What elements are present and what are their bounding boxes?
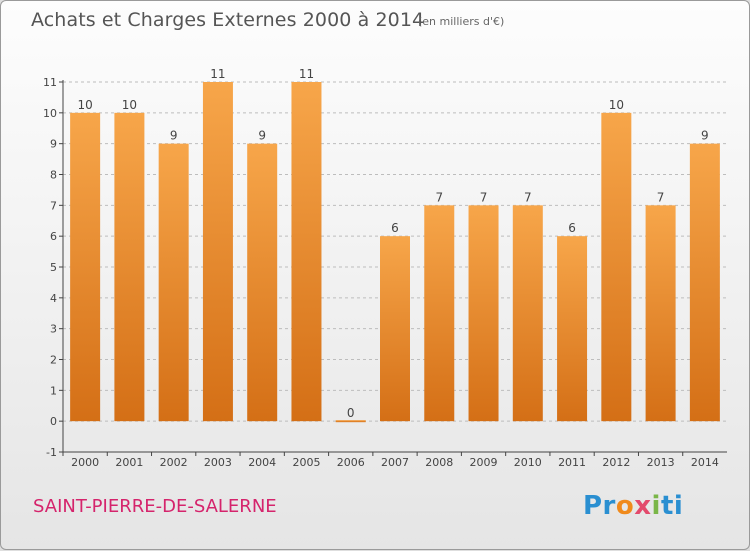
x-tick-label: 2000 [71, 456, 99, 469]
data-label: 10 [122, 98, 137, 112]
x-tick-label: 2003 [204, 456, 232, 469]
data-label: 11 [299, 67, 314, 81]
data-label: 7 [480, 190, 488, 204]
x-tick-label: 2007 [381, 456, 409, 469]
data-label: 7 [657, 190, 665, 204]
data-label: 11 [210, 67, 225, 81]
chart-title: Achats et Charges Externes 2000 à 2014 [31, 9, 425, 31]
x-tick-label: 2006 [337, 456, 365, 469]
x-tick-label: 2004 [248, 456, 276, 469]
data-label: 6 [391, 221, 399, 235]
x-tick-label: 2010 [514, 456, 542, 469]
brand-part: i [651, 491, 661, 521]
chart-subtitle: (en milliers d'€) [418, 15, 505, 28]
bar [291, 82, 322, 422]
y-tick-label: 9 [50, 138, 57, 151]
y-tick-label: 8 [50, 169, 57, 182]
bar [202, 82, 233, 422]
x-tick-label: 2005 [292, 456, 320, 469]
x-tick-label: 2002 [160, 456, 188, 469]
y-tick-label: 6 [50, 230, 57, 243]
bar [335, 420, 366, 423]
axes [59, 80, 727, 456]
bars [70, 82, 720, 423]
x-tick-label: 2009 [470, 456, 498, 469]
bar [70, 112, 101, 422]
x-tick-label: 2011 [558, 456, 586, 469]
y-tick-label: 1 [50, 384, 57, 397]
data-label: 9 [258, 129, 266, 143]
data-label: 10 [77, 98, 92, 112]
bar [601, 112, 632, 422]
labels: -1 0 1 2 3 4 5 6 7 8 9 10 11 10 2000 10 2001 9 2002 11 2003 9… [43, 67, 719, 469]
x-tick-label: 2001 [115, 456, 143, 469]
bar [247, 143, 278, 422]
bar [512, 205, 543, 422]
brand-part: x [634, 491, 652, 521]
data-label: 6 [568, 221, 576, 235]
city-name: SAINT-PIERRE-DE-SALERNE [33, 496, 277, 517]
y-tick-label: 4 [50, 292, 57, 305]
data-label: 7 [435, 190, 443, 204]
bar [468, 205, 499, 422]
bar [424, 205, 455, 422]
y-tick-label: 10 [43, 107, 57, 120]
y-tick-label: 0 [50, 415, 57, 428]
brand-part: ti [660, 491, 684, 521]
x-tick-label: 2012 [602, 456, 630, 469]
data-label: 0 [347, 406, 355, 420]
x-tick-label: 2013 [647, 456, 675, 469]
bar [689, 143, 720, 422]
data-label: 7 [524, 190, 532, 204]
brand-logo: Proxiti [583, 491, 683, 521]
bar [557, 236, 588, 422]
x-tick-label: 2008 [425, 456, 453, 469]
bar [380, 236, 410, 422]
bar [158, 143, 189, 422]
bar [114, 112, 145, 422]
y-tick-label: 5 [50, 261, 57, 274]
y-tick-label: -1 [46, 446, 57, 459]
data-label: 9 [170, 129, 178, 143]
brand-part: Pr [583, 491, 616, 521]
bar [645, 205, 676, 422]
y-tick-label: 2 [50, 354, 57, 367]
brand-part: o [615, 491, 635, 521]
data-label: 9 [701, 129, 709, 143]
data-label: 10 [609, 98, 624, 112]
y-tick-label: 7 [50, 199, 57, 212]
y-tick-label: 11 [43, 76, 57, 89]
x-tick-label: 2014 [691, 456, 719, 469]
y-tick-label: 3 [50, 323, 57, 336]
